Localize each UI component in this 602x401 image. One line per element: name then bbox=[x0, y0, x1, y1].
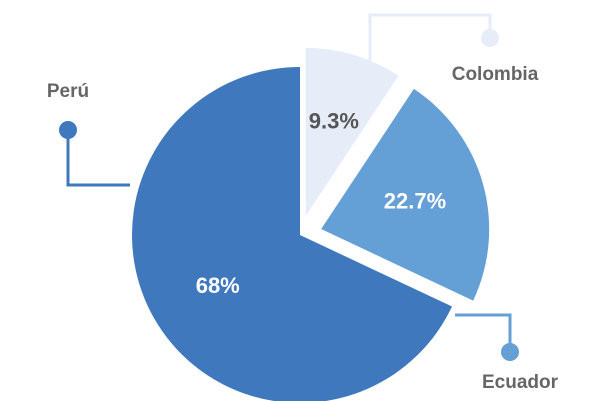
leader-line bbox=[368, 13, 492, 100]
leader-dot bbox=[59, 121, 77, 139]
value-label: 22.7% bbox=[384, 189, 446, 214]
leader-line bbox=[455, 313, 512, 345]
value-label: 68% bbox=[196, 273, 240, 298]
category-label: Colombia bbox=[452, 64, 539, 85]
leader-dot bbox=[501, 343, 519, 361]
pie-slice bbox=[321, 88, 490, 301]
pie-slice bbox=[305, 47, 399, 216]
category-label: Ecuador bbox=[482, 372, 559, 393]
pie-slice bbox=[132, 67, 453, 401]
category-label: Perú bbox=[47, 81, 89, 102]
leader-dot bbox=[481, 29, 499, 47]
value-label: 9.3% bbox=[309, 108, 359, 133]
leader-line bbox=[66, 135, 130, 187]
